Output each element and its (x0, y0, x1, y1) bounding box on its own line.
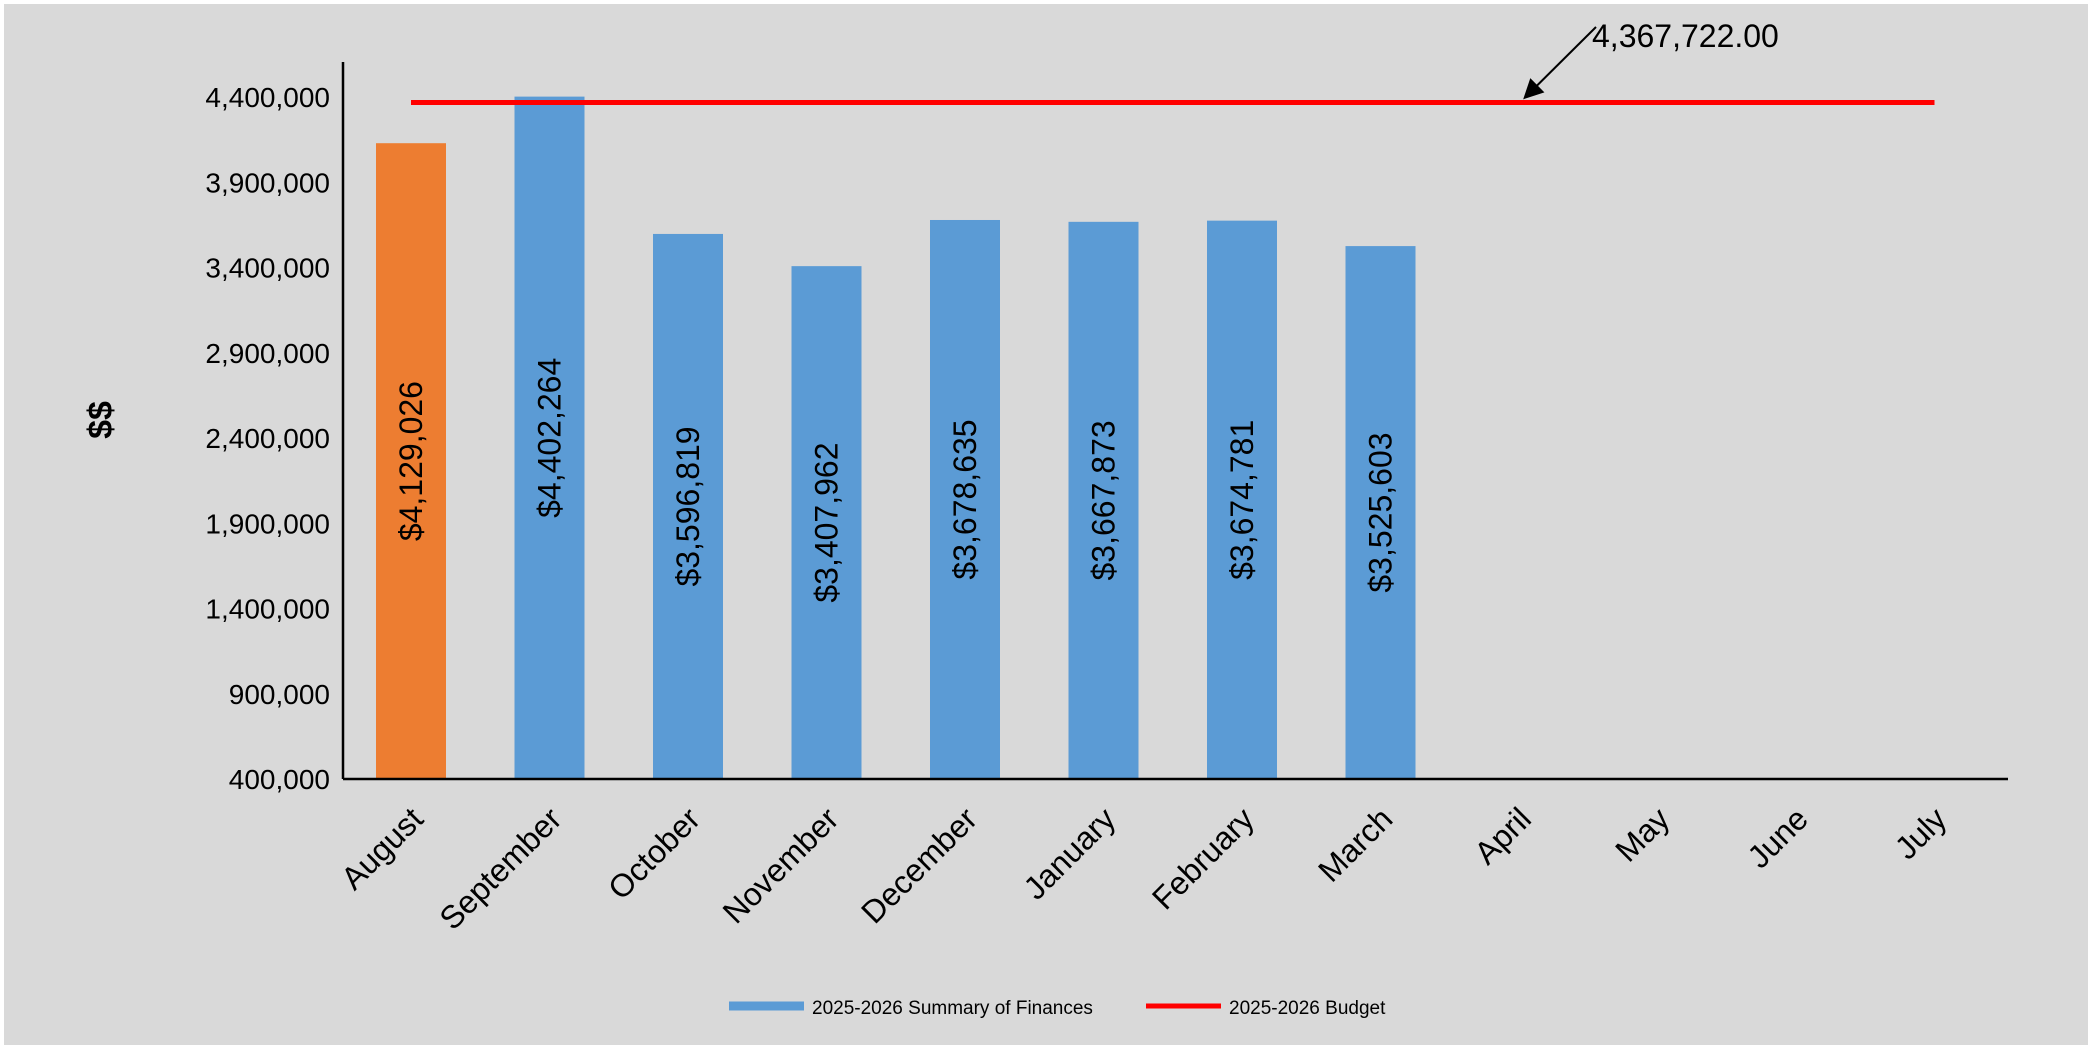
y-tick-label: 1,400,000 (205, 594, 330, 625)
y-tick-label: 2,900,000 (205, 338, 330, 369)
x-tick-label: February (1145, 800, 1261, 916)
bar-data-label: $3,407,962 (809, 442, 845, 602)
y-tick-label: 3,400,000 (205, 253, 330, 284)
budget-annotation: 4,367,722.00 (1592, 18, 1779, 54)
x-tick-label: August (334, 800, 430, 896)
bar-october (653, 233, 723, 779)
bar-data-label: $4,129,026 (393, 381, 429, 541)
y-tick-label: 4,400,000 (205, 82, 330, 113)
bar-data-label: $3,678,635 (947, 419, 983, 579)
bar-january (1068, 221, 1139, 780)
x-tick-label: July (1888, 800, 1954, 866)
x-tick-label: November (716, 800, 846, 930)
y-axis-label: $$ (82, 401, 120, 439)
bar-december (930, 219, 1000, 779)
legend-label-budget: 2025-2026 Budget (1229, 998, 1386, 1019)
chart-area: 400,000 900,000 1,400,000 1,900,000 2,400,00… (4, 4, 2088, 1045)
legend-label-finances: 2025-2026 Summary of Finances (812, 998, 1093, 1019)
bar-march (1345, 246, 1416, 779)
x-tick-label: March (1311, 800, 1399, 888)
x-tick-label: May (1608, 800, 1676, 868)
y-tick-label: 3,900,000 (205, 167, 330, 198)
y-tick-label: 400,000 (229, 764, 330, 795)
bar-data-label: $4,402,264 (532, 358, 568, 518)
x-tick-label: December (854, 800, 984, 930)
y-tick-label: 2,400,000 (205, 423, 330, 454)
x-tick-label: September (432, 800, 568, 936)
x-tick-label: June (1740, 800, 1815, 875)
bar-september (514, 96, 585, 779)
x-tick-label: April (1467, 800, 1538, 871)
bar-august (376, 143, 446, 780)
y-tick-label: 1,900,000 (205, 508, 330, 539)
x-tick-label: October (601, 800, 707, 906)
bar-data-label: $3,674,781 (1224, 420, 1260, 580)
bar-data-label: $3,596,819 (670, 426, 706, 586)
bar-november (791, 266, 862, 780)
bar-february (1207, 220, 1277, 779)
bar-data-label: $3,525,603 (1363, 432, 1399, 592)
annotation-arrow (1523, 26, 1597, 100)
bar-data-label: $3,667,873 (1086, 420, 1122, 580)
budget-vs-finances-chart: 400,000 900,000 1,400,000 1,900,000 2,400,00… (82, 18, 2008, 1019)
y-tick-label: 900,000 (229, 679, 330, 710)
x-tick-label: January (1016, 800, 1122, 906)
